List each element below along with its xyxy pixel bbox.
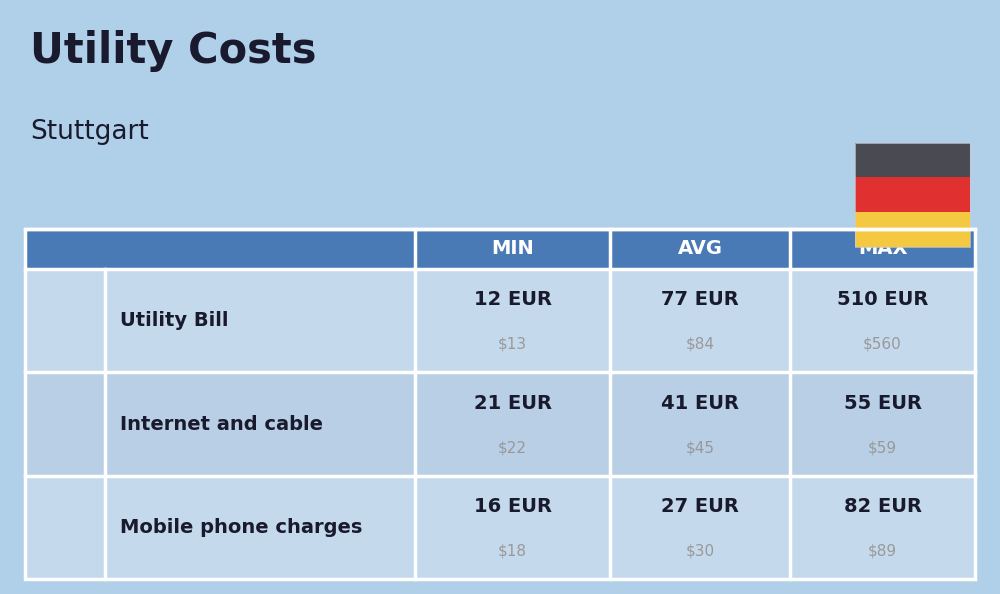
Bar: [855, 177, 970, 212]
Text: $84: $84: [686, 337, 714, 352]
Text: Stuttgart: Stuttgart: [30, 119, 149, 145]
Text: $30: $30: [685, 544, 715, 559]
Text: $89: $89: [868, 544, 897, 559]
Bar: [30, 482, 100, 573]
Text: MIN: MIN: [491, 239, 534, 258]
Text: Utility Costs: Utility Costs: [30, 30, 316, 72]
Text: 55 EUR: 55 EUR: [844, 394, 922, 413]
Text: 21 EUR: 21 EUR: [474, 394, 552, 413]
Text: 41 EUR: 41 EUR: [661, 394, 739, 413]
Text: Internet and cable: Internet and cable: [120, 415, 323, 434]
Bar: [855, 143, 970, 177]
Text: 82 EUR: 82 EUR: [844, 497, 922, 516]
Text: MAX: MAX: [858, 239, 907, 258]
Text: 12 EUR: 12 EUR: [474, 290, 552, 309]
Text: $45: $45: [686, 440, 714, 456]
Text: 510 EUR: 510 EUR: [837, 290, 928, 309]
Text: Mobile phone charges: Mobile phone charges: [120, 518, 362, 537]
Text: $13: $13: [498, 337, 527, 352]
Text: $560: $560: [863, 337, 902, 352]
Text: 77 EUR: 77 EUR: [661, 290, 739, 309]
Text: 27 EUR: 27 EUR: [661, 497, 739, 516]
Text: $59: $59: [868, 440, 897, 456]
Text: $22: $22: [498, 440, 527, 456]
Bar: [855, 212, 970, 247]
Bar: [25, 229, 975, 269]
Text: AVG: AVG: [678, 239, 722, 258]
Text: Utility Bill: Utility Bill: [120, 311, 228, 330]
Bar: [30, 378, 100, 470]
Bar: [30, 275, 100, 366]
Text: 16 EUR: 16 EUR: [474, 497, 552, 516]
Text: $18: $18: [498, 544, 527, 559]
